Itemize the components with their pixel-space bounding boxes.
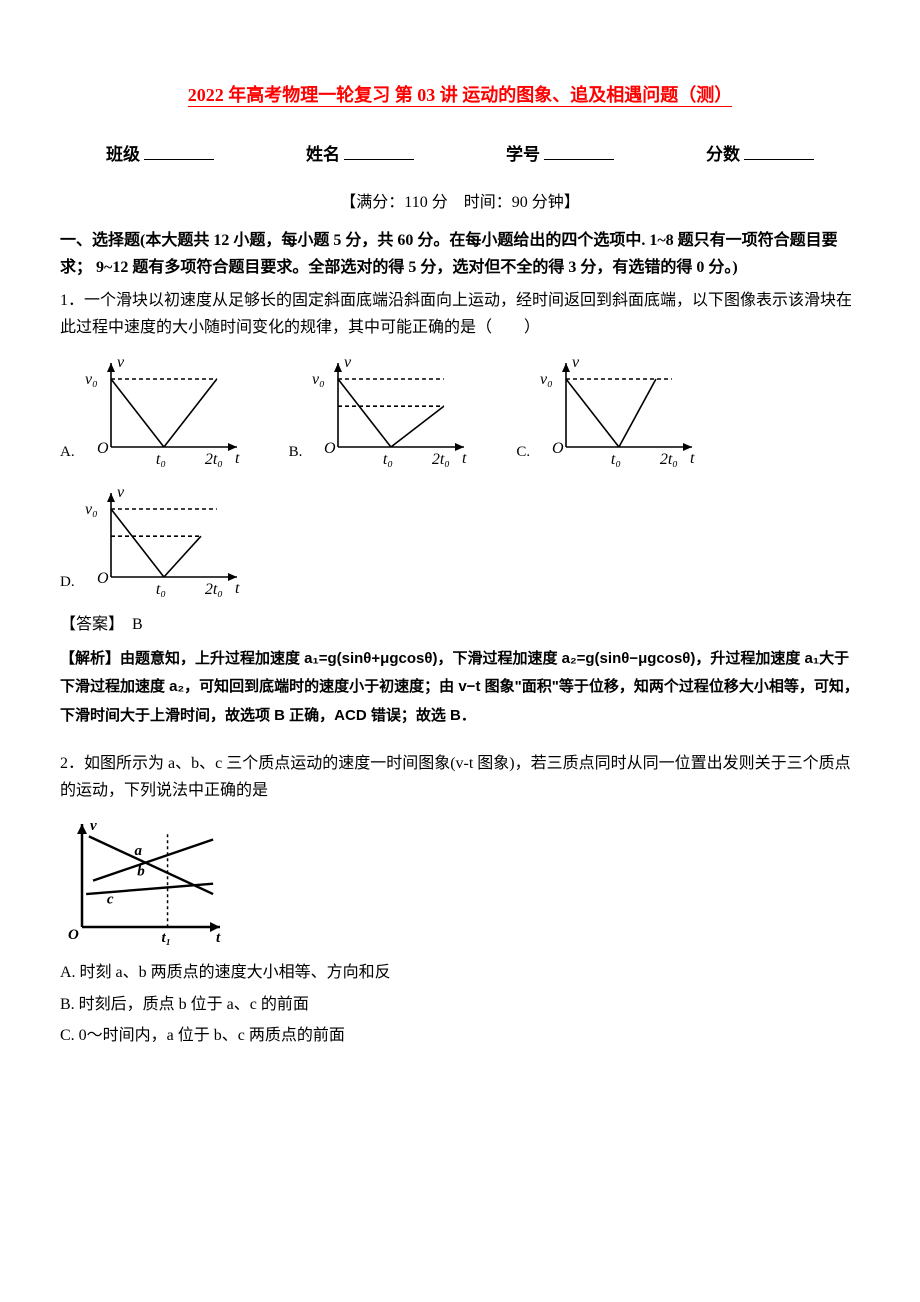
q2-chart: Ov t t₁ ab c [60, 814, 230, 949]
svg-text:a: a [134, 843, 142, 859]
q1-options: A. Ov t v₀ t₀ 2t₀ B. Ov t v₀ t₀ 2t₀ C. Ov t v₀ t₀ 2t… [60, 351, 860, 601]
svg-text:t: t [216, 930, 221, 946]
svg-text:2t₀: 2t₀ [660, 451, 678, 468]
svg-text:t₀: t₀ [383, 451, 393, 468]
svg-text:t₀: t₀ [611, 451, 621, 468]
exam-meta: 【满分：110 分 时间：90 分钟】 [60, 189, 860, 216]
svg-text:O: O [68, 927, 79, 943]
svg-text:2t₀: 2t₀ [432, 451, 450, 468]
q1-answer: 【答案】 B [60, 611, 860, 638]
page-title: 2022 年高考物理一轮复习 第 03 讲 运动的图象、追及相遇问题（测） [60, 80, 860, 111]
id-blank[interactable] [544, 142, 614, 160]
q1-B-label: B. [289, 440, 303, 466]
svg-text:t₀: t₀ [156, 581, 166, 598]
q1-A-label: A. [60, 440, 75, 466]
score-field: 分数 [706, 141, 814, 170]
q1-C-label: C. [516, 440, 530, 466]
id-field: 学号 [506, 141, 614, 170]
svg-text:v: v [90, 818, 97, 834]
svg-text:v₀: v₀ [85, 501, 98, 518]
svg-text:2t₀: 2t₀ [204, 581, 222, 598]
class-field: 班级 [106, 141, 214, 170]
q1-chart-C: Ov t v₀ t₀ 2t₀ [534, 351, 704, 471]
svg-text:v: v [117, 484, 125, 501]
class-label: 班级 [106, 141, 140, 170]
q2-option-B: B. 时刻后，质点 b 位于 a、c 的前面 [60, 991, 860, 1018]
score-blank[interactable] [744, 142, 814, 160]
section-instructions: 一、选择题(本大题共 12 小题，每小题 5 分，共 60 分。在每小题给出的四… [60, 227, 860, 281]
svg-text:t: t [235, 580, 240, 597]
svg-text:c: c [107, 892, 114, 908]
q1-option-A: A. Ov t v₀ t₀ 2t₀ [60, 351, 249, 471]
svg-text:v₀: v₀ [312, 371, 325, 388]
q1-analysis: 【解析】由题意知，上升过程加速度 a₁=g(sinθ+μgcosθ)，下滑过程加… [60, 645, 860, 731]
q1-chart-B: Ov t v₀ t₀ 2t₀ [306, 351, 476, 471]
score-label: 分数 [706, 141, 740, 170]
q2-option-A: A. 时刻 a、b 两质点的速度大小相等、方向和反 [60, 959, 860, 986]
svg-text:b: b [137, 864, 145, 880]
q2-chart-wrap: Ov t t₁ ab c [60, 814, 860, 949]
svg-text:v: v [344, 354, 352, 371]
svg-text:v₀: v₀ [85, 371, 98, 388]
svg-text:O: O [552, 440, 564, 457]
svg-text:t: t [462, 450, 467, 467]
svg-text:2t₀: 2t₀ [204, 451, 222, 468]
title-text: 2022 年高考物理一轮复习 第 03 讲 运动的图象、追及相遇问题（测） [188, 85, 733, 107]
q1-stem: 1．一个滑块以初速度从足够长的固定斜面底端沿斜面向上运动，经时间返回到斜面底端，… [60, 287, 860, 341]
svg-text:v₀: v₀ [540, 371, 553, 388]
svg-text:v: v [117, 354, 125, 371]
q2-stem: 2．如图所示为 a、b、c 三个质点运动的速度一时间图象(v-t 图象)，若三质… [60, 750, 860, 804]
name-blank[interactable] [344, 142, 414, 160]
svg-text:O: O [324, 440, 336, 457]
student-info-row: 班级 姓名 学号 分数 [60, 141, 860, 170]
q1-option-B: B. Ov t v₀ t₀ 2t₀ [289, 351, 477, 471]
svg-text:O: O [97, 570, 109, 587]
svg-text:O: O [97, 440, 109, 457]
q1-D-label: D. [60, 570, 75, 596]
q1-option-C: C. Ov t v₀ t₀ 2t₀ [516, 351, 704, 471]
class-blank[interactable] [144, 142, 214, 160]
name-label: 姓名 [306, 141, 340, 170]
q1-chart-A: Ov t v₀ t₀ 2t₀ [79, 351, 249, 471]
svg-text:t₁: t₁ [162, 930, 171, 946]
id-label: 学号 [506, 141, 540, 170]
q1-option-D: D. Ov t v₀ t₀ 2t₀ [60, 481, 249, 601]
q1-chart-D: Ov t v₀ t₀ 2t₀ [79, 481, 249, 601]
name-field: 姓名 [306, 141, 414, 170]
svg-text:t: t [235, 450, 240, 467]
svg-text:t₀: t₀ [156, 451, 166, 468]
svg-text:t: t [690, 450, 695, 467]
svg-text:v: v [572, 354, 580, 371]
q2-option-C: C. 0～时间内，a 位于 b、c 两质点的前面 [60, 1022, 860, 1049]
